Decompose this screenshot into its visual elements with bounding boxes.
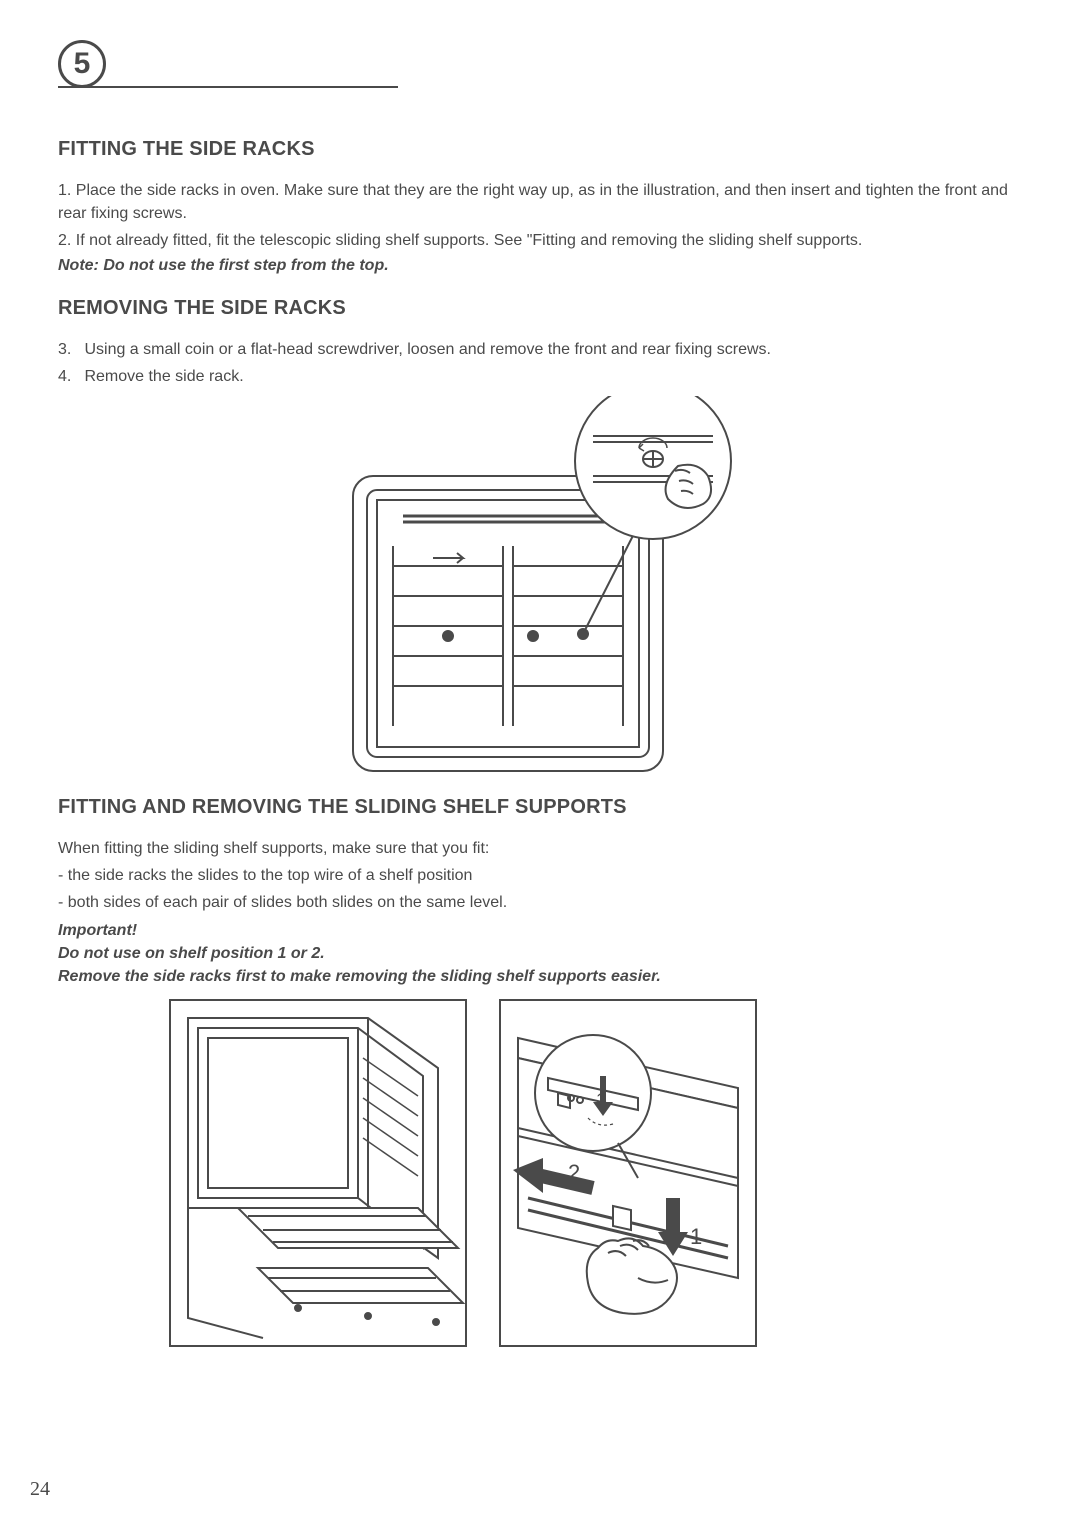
figure3-label-1-top: 1 [596,1090,606,1110]
page-number: 24 [30,1478,50,1501]
important-block: Important! Do not use on shelf position … [58,919,1022,989]
section2-step4: 4. Remove the side rack. [58,365,1022,388]
figure-oven-side-racks [343,396,738,776]
list-number: 4. [58,365,80,388]
figure-shelf-support-closeup: 1 2 1 [498,998,758,1348]
figure3-label-2: 2 [568,1160,580,1185]
important-line1: Do not use on shelf position 1 or 2. [58,942,1022,965]
section-title-fitting-side-racks: FITTING THE SIDE RACKS [58,138,1022,161]
list-number: 3. [58,338,80,361]
list-text: Using a small coin or a flat-head screwd… [84,341,771,358]
important-label: Important! [58,919,1022,942]
section-title-removing-side-racks: REMOVING THE SIDE RACKS [58,297,1022,320]
section2-step3: 3. Using a small coin or a flat-head scr… [58,338,1022,361]
chapter-number-circle: 5 [58,40,106,88]
section3-bullet1: - the side racks the slides to the top w… [58,864,1022,887]
important-line2: Remove the side racks first to make remo… [58,965,1022,988]
section3-intro: When fitting the sliding shelf supports,… [58,837,1022,860]
figure3-label-1-bottom: 1 [690,1224,702,1249]
section-title-sliding-shelf-supports: FITTING AND REMOVING THE SLIDING SHELF S… [58,796,1022,819]
section1-step2: 2. If not already fitted, fit the telesc… [58,229,1022,252]
chapter-number: 5 [74,47,91,81]
chapter-header: 5 [58,40,1022,88]
section1-note: Note: Do not use the first step from the… [58,257,1022,275]
figure-row: 1 2 1 [168,998,1022,1348]
list-text: Remove the side rack. [84,368,243,385]
section1-step1: 1. Place the side racks in oven. Make su… [58,179,1022,225]
chapter-underline [58,86,398,88]
section3-bullet2: - both sides of each pair of slides both… [58,891,1022,914]
figure-oven-sliding-shelf [168,998,468,1348]
